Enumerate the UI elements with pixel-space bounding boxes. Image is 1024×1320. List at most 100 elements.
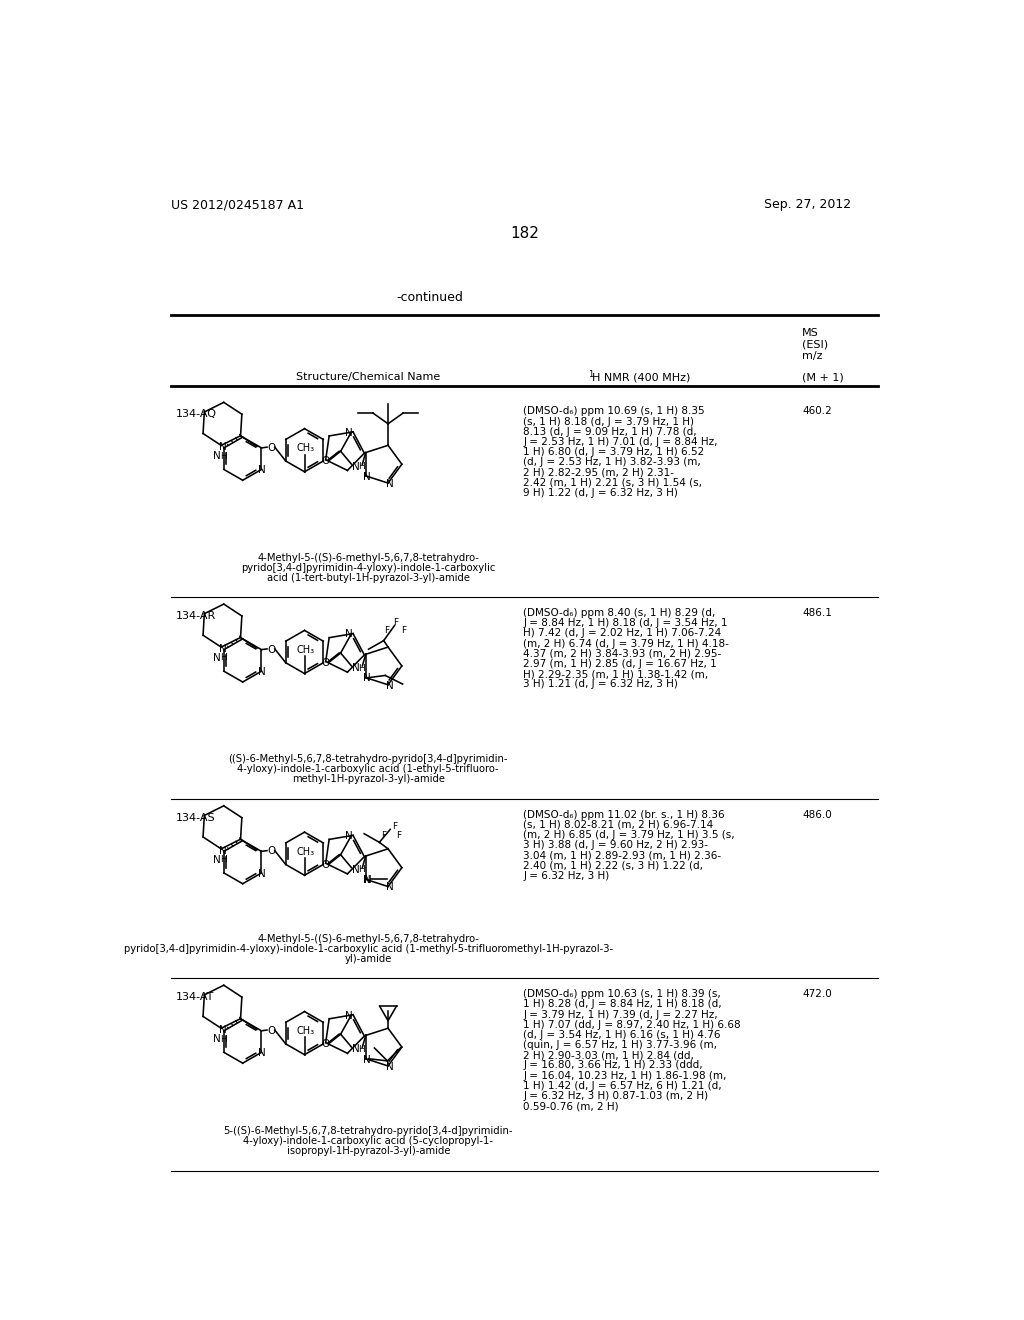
Text: 2.97 (m, 1 H) 2.85 (d, J = 16.67 Hz, 1: 2.97 (m, 1 H) 2.85 (d, J = 16.67 Hz, 1 xyxy=(523,659,717,669)
Text: F: F xyxy=(393,618,398,627)
Text: H: H xyxy=(220,653,227,663)
Text: H NMR (400 MHz): H NMR (400 MHz) xyxy=(592,372,690,383)
Text: H: H xyxy=(220,855,227,865)
Text: N: N xyxy=(362,1055,371,1064)
Text: N: N xyxy=(344,832,352,841)
Text: (DMSO-d₆) ppm 10.63 (s, 1 H) 8.39 (s,: (DMSO-d₆) ppm 10.63 (s, 1 H) 8.39 (s, xyxy=(523,989,721,999)
Text: ((S)-6-Methyl-5,6,7,8-tetrahydro-pyrido[3,4-d]pyrimidin-: ((S)-6-Methyl-5,6,7,8-tetrahydro-pyrido[… xyxy=(228,755,508,764)
Text: N: N xyxy=(213,1034,221,1044)
Text: (DMSO-d₆) ppm 8.40 (s, 1 H) 8.29 (d,: (DMSO-d₆) ppm 8.40 (s, 1 H) 8.29 (d, xyxy=(523,609,716,618)
Text: (s, 1 H) 8.02-8.21 (m, 2 H) 6.96-7.14: (s, 1 H) 8.02-8.21 (m, 2 H) 6.96-7.14 xyxy=(523,820,714,830)
Text: 2.42 (m, 1 H) 2.21 (s, 3 H) 1.54 (s,: 2.42 (m, 1 H) 2.21 (s, 3 H) 1.54 (s, xyxy=(523,478,702,487)
Text: pyrido[3,4-d]pyrimidin-4-yloxy)-indole-1-carboxylic: pyrido[3,4-d]pyrimidin-4-yloxy)-indole-1… xyxy=(241,562,496,573)
Text: 4-Methyl-5-((S)-6-methyl-5,6,7,8-tetrahydro-: 4-Methyl-5-((S)-6-methyl-5,6,7,8-tetrahy… xyxy=(257,933,479,944)
Text: N: N xyxy=(344,428,352,438)
Text: methyl-1H-pyrazol-3-yl)-amide: methyl-1H-pyrazol-3-yl)-amide xyxy=(292,775,444,784)
Text: N: N xyxy=(362,673,371,684)
Text: 2 H) 2.90-3.03 (m, 1 H) 2.84 (dd,: 2 H) 2.90-3.03 (m, 1 H) 2.84 (dd, xyxy=(523,1051,694,1060)
Text: 1 H) 7.07 (dd, J = 8.97, 2.40 Hz, 1 H) 6.68: 1 H) 7.07 (dd, J = 8.97, 2.40 Hz, 1 H) 6… xyxy=(523,1020,741,1030)
Text: 472.0: 472.0 xyxy=(802,989,831,999)
Text: 2.40 (m, 1 H) 2.22 (s, 3 H) 1.22 (d,: 2.40 (m, 1 H) 2.22 (s, 3 H) 1.22 (d, xyxy=(523,861,703,871)
Text: N: N xyxy=(258,667,266,677)
Text: (d, J = 2.53 Hz, 1 H) 3.82-3.93 (m,: (d, J = 2.53 Hz, 1 H) 3.82-3.93 (m, xyxy=(523,457,701,467)
Text: N: N xyxy=(219,1026,227,1035)
Text: 5-((S)-6-Methyl-5,6,7,8-tetrahydro-pyrido[3,4-d]pyrimidin-: 5-((S)-6-Methyl-5,6,7,8-tetrahydro-pyrid… xyxy=(223,1126,513,1137)
Text: F: F xyxy=(392,822,397,830)
Text: pyrido[3,4-d]pyrimidin-4-yloxy)-indole-1-carboxylic acid (1-methyl-5-trifluorome: pyrido[3,4-d]pyrimidin-4-yloxy)-indole-1… xyxy=(124,944,612,954)
Text: 4-yloxy)-indole-1-carboxylic acid (5-cyclopropyl-1-: 4-yloxy)-indole-1-carboxylic acid (5-cyc… xyxy=(244,1137,494,1146)
Text: (s, 1 H) 8.18 (d, J = 3.79 Hz, 1 H): (s, 1 H) 8.18 (d, J = 3.79 Hz, 1 H) xyxy=(523,417,694,426)
Text: H: H xyxy=(358,866,365,874)
Text: H) 7.42 (d, J = 2.02 Hz, 1 H) 7.06-7.24: H) 7.42 (d, J = 2.02 Hz, 1 H) 7.06-7.24 xyxy=(523,628,722,639)
Text: 8.13 (d, J = 9.09 Hz, 1 H) 7.78 (d,: 8.13 (d, J = 9.09 Hz, 1 H) 7.78 (d, xyxy=(523,426,697,437)
Text: H: H xyxy=(358,1045,365,1053)
Text: N: N xyxy=(386,882,394,892)
Text: CH₃: CH₃ xyxy=(296,645,314,655)
Text: H: H xyxy=(358,664,365,673)
Text: -continued: -continued xyxy=(397,290,464,304)
Text: H: H xyxy=(220,1035,227,1044)
Text: 9 H) 1.22 (d, J = 6.32 Hz, 3 H): 9 H) 1.22 (d, J = 6.32 Hz, 3 H) xyxy=(523,487,678,498)
Text: 3 H) 1.21 (d, J = 6.32 Hz, 3 H): 3 H) 1.21 (d, J = 6.32 Hz, 3 H) xyxy=(523,680,678,689)
Text: yl)-amide: yl)-amide xyxy=(344,954,392,964)
Text: N: N xyxy=(213,653,221,663)
Text: (m, 2 H) 6.85 (d, J = 3.79 Hz, 1 H) 3.5 (s,: (m, 2 H) 6.85 (d, J = 3.79 Hz, 1 H) 3.5 … xyxy=(523,830,735,840)
Text: (ESI): (ESI) xyxy=(802,339,828,350)
Text: m/z: m/z xyxy=(802,351,822,360)
Text: N: N xyxy=(213,854,221,865)
Text: (M + 1): (M + 1) xyxy=(802,372,844,383)
Text: H) 2.29-2.35 (m, 1 H) 1.38-1.42 (m,: H) 2.29-2.35 (m, 1 H) 1.38-1.42 (m, xyxy=(523,669,709,678)
Text: N: N xyxy=(362,471,371,482)
Text: O: O xyxy=(321,1039,330,1049)
Text: O: O xyxy=(321,457,330,466)
Text: 3 H) 3.88 (d, J = 9.60 Hz, 2 H) 2.93-: 3 H) 3.88 (d, J = 9.60 Hz, 2 H) 2.93- xyxy=(523,841,709,850)
Text: F: F xyxy=(384,626,389,635)
Text: N: N xyxy=(344,1011,352,1020)
Text: (d, J = 3.54 Hz, 1 H) 6.16 (s, 1 H) 4.76: (d, J = 3.54 Hz, 1 H) 6.16 (s, 1 H) 4.76 xyxy=(523,1030,721,1040)
Text: 486.1: 486.1 xyxy=(802,609,833,618)
Text: acid (1-tert-butyl-1H-pyrazol-3-yl)-amide: acid (1-tert-butyl-1H-pyrazol-3-yl)-amid… xyxy=(266,573,470,582)
Text: H: H xyxy=(358,462,365,471)
Text: J = 6.32 Hz, 3 H) 0.87-1.03 (m, 2 H): J = 6.32 Hz, 3 H) 0.87-1.03 (m, 2 H) xyxy=(523,1090,709,1101)
Text: US 2012/0245187 A1: US 2012/0245187 A1 xyxy=(171,198,304,211)
Text: 182: 182 xyxy=(510,226,540,242)
Text: 4.37 (m, 2 H) 3.84-3.93 (m, 2 H) 2.95-: 4.37 (m, 2 H) 3.84-3.93 (m, 2 H) 2.95- xyxy=(523,648,722,659)
Text: 134-AQ: 134-AQ xyxy=(176,409,217,420)
Text: O: O xyxy=(267,846,275,857)
Text: J = 2.53 Hz, 1 H) 7.01 (d, J = 8.84 Hz,: J = 2.53 Hz, 1 H) 7.01 (d, J = 8.84 Hz, xyxy=(523,437,718,447)
Text: (DMSO-d₆) ppm 11.02 (br. s., 1 H) 8.36: (DMSO-d₆) ppm 11.02 (br. s., 1 H) 8.36 xyxy=(523,810,725,820)
Text: N: N xyxy=(365,875,372,886)
Text: O: O xyxy=(267,644,275,655)
Text: N: N xyxy=(258,465,266,475)
Text: N: N xyxy=(352,462,360,471)
Text: F: F xyxy=(401,626,407,635)
Text: N: N xyxy=(386,479,394,488)
Text: N: N xyxy=(219,442,227,453)
Text: 2 H) 2.82-2.95 (m, 2 H) 2.31-: 2 H) 2.82-2.95 (m, 2 H) 2.31- xyxy=(523,467,674,478)
Text: (quin, J = 6.57 Hz, 1 H) 3.77-3.96 (m,: (quin, J = 6.57 Hz, 1 H) 3.77-3.96 (m, xyxy=(523,1040,717,1049)
Text: CH₃: CH₃ xyxy=(296,1027,314,1036)
Text: H: H xyxy=(220,451,227,461)
Text: isopropyl-1H-pyrazol-3-yl)-amide: isopropyl-1H-pyrazol-3-yl)-amide xyxy=(287,1146,450,1156)
Text: 486.0: 486.0 xyxy=(802,810,831,820)
Text: 3.04 (m, 1 H) 2.89-2.93 (m, 1 H) 2.36-: 3.04 (m, 1 H) 2.89-2.93 (m, 1 H) 2.36- xyxy=(523,850,721,861)
Text: MS: MS xyxy=(802,327,819,338)
Text: J = 8.84 Hz, 1 H) 8.18 (d, J = 3.54 Hz, 1: J = 8.84 Hz, 1 H) 8.18 (d, J = 3.54 Hz, … xyxy=(523,618,728,628)
Text: O: O xyxy=(321,859,330,870)
Text: CH₃: CH₃ xyxy=(296,444,314,454)
Text: N: N xyxy=(352,1044,360,1055)
Text: N: N xyxy=(386,681,394,690)
Text: N: N xyxy=(219,846,227,855)
Text: 0.59-0.76 (m, 2 H): 0.59-0.76 (m, 2 H) xyxy=(523,1101,618,1111)
Text: (DMSO-d₆) ppm 10.69 (s, 1 H) 8.35: (DMSO-d₆) ppm 10.69 (s, 1 H) 8.35 xyxy=(523,407,705,416)
Text: (m, 2 H) 6.74 (d, J = 3.79 Hz, 1 H) 4.18-: (m, 2 H) 6.74 (d, J = 3.79 Hz, 1 H) 4.18… xyxy=(523,639,729,648)
Text: O: O xyxy=(267,1026,275,1036)
Text: N: N xyxy=(362,875,371,886)
Text: N: N xyxy=(344,630,352,639)
Text: 4-yloxy)-indole-1-carboxylic acid (1-ethyl-5-trifluoro-: 4-yloxy)-indole-1-carboxylic acid (1-eth… xyxy=(238,764,499,775)
Text: F: F xyxy=(381,832,386,840)
Text: J = 6.32 Hz, 3 H): J = 6.32 Hz, 3 H) xyxy=(523,871,609,880)
Text: 1: 1 xyxy=(589,370,594,379)
Text: N: N xyxy=(352,865,360,875)
Text: Sep. 27, 2012: Sep. 27, 2012 xyxy=(764,198,851,211)
